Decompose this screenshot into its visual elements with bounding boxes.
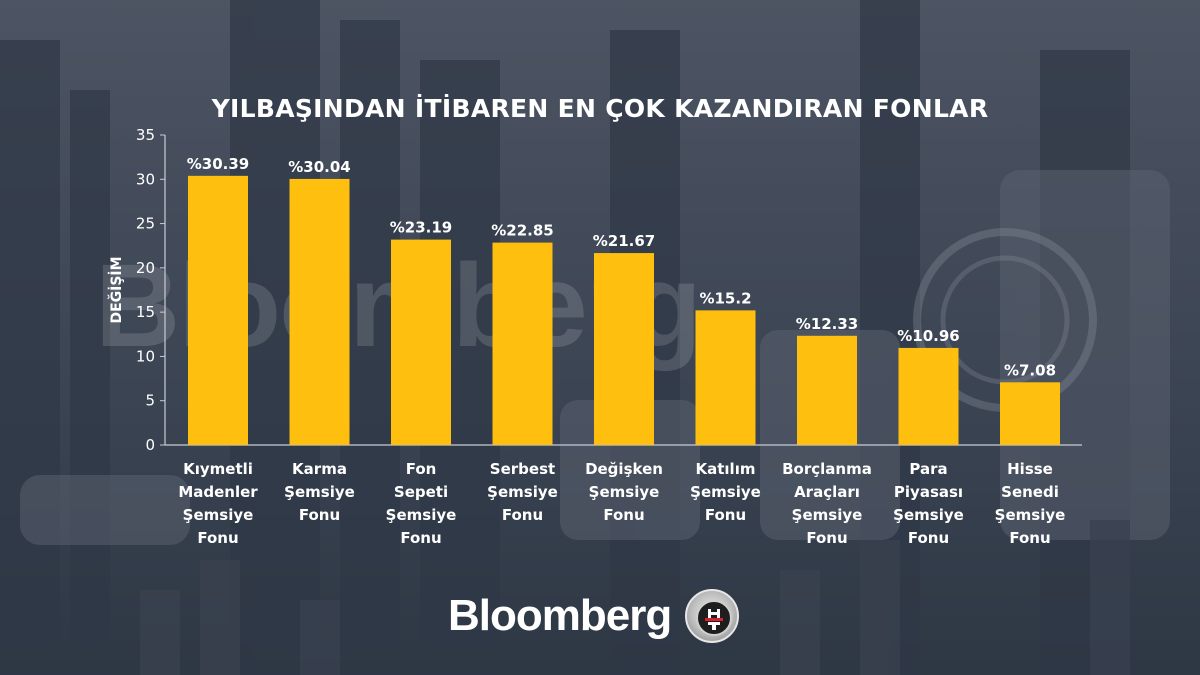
- x-tick-label-line: Karma: [292, 460, 347, 478]
- bar: [188, 175, 248, 445]
- x-tick-label: Serbest Şemsiye Fonu: [487, 460, 558, 524]
- x-tick-label-line: Senedi: [1001, 483, 1059, 501]
- ht-logo-icon: [685, 589, 740, 643]
- y-tick-label: 15: [136, 303, 155, 321]
- x-tick-label-line: Hisse: [1007, 460, 1053, 478]
- x-tick-label-line: Kıymetli: [183, 460, 253, 478]
- x-tick-label: Para Piyasası Şemsiye Fonu: [893, 460, 964, 547]
- bloomberg-wordmark: Bloomberg: [448, 591, 672, 640]
- x-tick-label-line: Şemsiye: [792, 506, 863, 524]
- bar-data-label: %10.96: [897, 327, 959, 345]
- y-tick-label: 10: [136, 347, 155, 365]
- x-tick-label-line: Fonu: [197, 529, 238, 547]
- x-tick-label-line: Fonu: [502, 506, 543, 524]
- x-tick-label-line: Değişken: [585, 460, 663, 478]
- x-tick-label-line: Araçları: [794, 483, 860, 501]
- bar: [492, 242, 553, 445]
- x-tick-label-line: Şemsiye: [386, 506, 457, 524]
- x-tick-label-line: Piyasası: [894, 483, 963, 501]
- x-tick-label-line: Fonu: [705, 506, 746, 524]
- y-axis-label: DEĞİŞİM: [107, 256, 125, 323]
- bar: [695, 310, 756, 445]
- bar: [594, 253, 654, 445]
- x-tick-label-line: Şemsiye: [690, 483, 761, 501]
- bar: [1000, 382, 1060, 445]
- y-tick-label: 35: [136, 126, 155, 144]
- x-tick-label: Değişken Şemsiye Fonu: [585, 460, 663, 524]
- x-tick-label-line: Fon: [406, 460, 437, 478]
- bar-data-label: %23.19: [390, 219, 452, 237]
- x-tick-label-line: Fonu: [1009, 529, 1050, 547]
- bar-data-label: %21.67: [593, 232, 655, 250]
- x-tick-label-line: Şemsiye: [893, 506, 964, 524]
- x-tick-label-line: Fonu: [603, 506, 644, 524]
- x-tick-label-line: Madenler: [178, 483, 258, 501]
- bar-data-label: %22.85: [491, 222, 553, 240]
- y-ticks: 0 5 10 15 20 25 30 35: [136, 126, 165, 454]
- y-tick-label: 20: [136, 259, 155, 277]
- data-labels: %30.39 %30.04 %23.19 %22.85 %21.67 %15.2 %12.3…: [187, 155, 1056, 379]
- x-tick-label-line: Fonu: [908, 529, 949, 547]
- bloomberg-ht-logo: Bloomberg: [448, 586, 740, 646]
- x-tick-label: Kıymetli Madenler Şemsiye Fonu: [178, 460, 258, 547]
- x-tick-label-line: Fonu: [806, 529, 847, 547]
- bar-data-label: %12.33: [796, 315, 858, 333]
- y-tick-label: 25: [136, 215, 155, 233]
- bar: [898, 347, 959, 445]
- bar-data-label: %30.39: [187, 155, 249, 173]
- x-tick-label: Karma Şemsiye Fonu: [284, 460, 355, 524]
- x-tick-label-line: Şemsiye: [995, 506, 1066, 524]
- x-tick-label-line: Şemsiye: [284, 483, 355, 501]
- x-tick-label-line: Şemsiye: [487, 483, 558, 501]
- bar-data-label: %15.2: [699, 289, 751, 307]
- x-tick-label: Borçlanma Araçları Şemsiye Fonu: [782, 460, 872, 547]
- bars: [188, 175, 1060, 445]
- bar-data-label: %30.04: [288, 158, 350, 176]
- chart-title: YILBAŞINDAN İTİBAREN EN ÇOK KAZANDIRAN F…: [211, 94, 989, 123]
- x-tick-label-line: Sepeti: [394, 483, 448, 501]
- bar: [391, 239, 451, 445]
- x-tick-label-line: Fonu: [400, 529, 441, 547]
- bar: [797, 335, 857, 445]
- y-tick-label: 5: [145, 392, 155, 410]
- x-tick-label: Katılım Şemsiye Fonu: [690, 460, 761, 524]
- x-tick-label-line: Şemsiye: [589, 483, 660, 501]
- x-tick-label-line: Borçlanma: [782, 460, 872, 478]
- x-tick-label-line: Para: [909, 460, 947, 478]
- x-tick-label: Hisse Senedi Şemsiye Fonu: [995, 460, 1066, 547]
- x-tick-label-line: Fonu: [299, 506, 340, 524]
- bar: [289, 178, 350, 445]
- x-tick-label-line: Serbest: [490, 460, 555, 478]
- y-tick-label: 30: [136, 170, 155, 188]
- x-tick-label-line: Şemsiye: [183, 506, 254, 524]
- bar-data-label: %7.08: [1004, 361, 1056, 379]
- x-tick-label: Fon Sepeti Şemsiye Fonu: [386, 460, 457, 547]
- y-tick-label: 0: [145, 436, 155, 454]
- x-tick-label-line: Katılım: [696, 460, 756, 478]
